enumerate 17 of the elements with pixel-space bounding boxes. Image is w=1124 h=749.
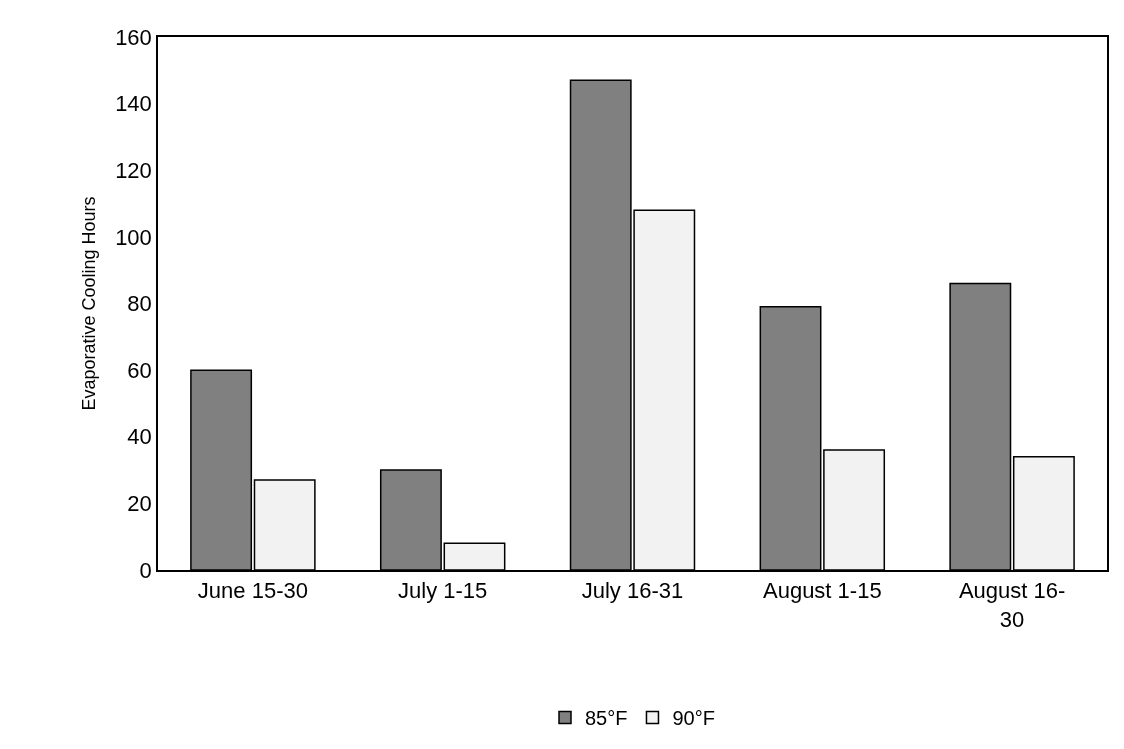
legend-label: 85°F [585,707,628,730]
y-tick-label: 100 [115,224,152,250]
y-tick-label: 140 [115,91,152,117]
y-tick-label: 160 [115,24,152,50]
y-tick-label: 20 [127,491,152,517]
legend-label: 90°F [672,707,715,730]
y-tick-label: 60 [127,357,152,383]
y-tick-label: 120 [115,157,152,183]
y-tick-label: 80 [127,291,152,317]
x-tick-label: July 1-15 [398,578,488,604]
x-tick-label: July 16-31 [581,578,684,604]
x-tick-label: August 16-30 [958,578,1066,632]
y-tick-label: 40 [127,424,152,450]
x-tick-label: August 1-15 [762,578,882,604]
y-axis-title: Evaporative Cooling Hours [78,196,99,411]
y-tick-label: 0 [139,557,152,583]
x-tick-label: June 15-30 [197,578,308,604]
